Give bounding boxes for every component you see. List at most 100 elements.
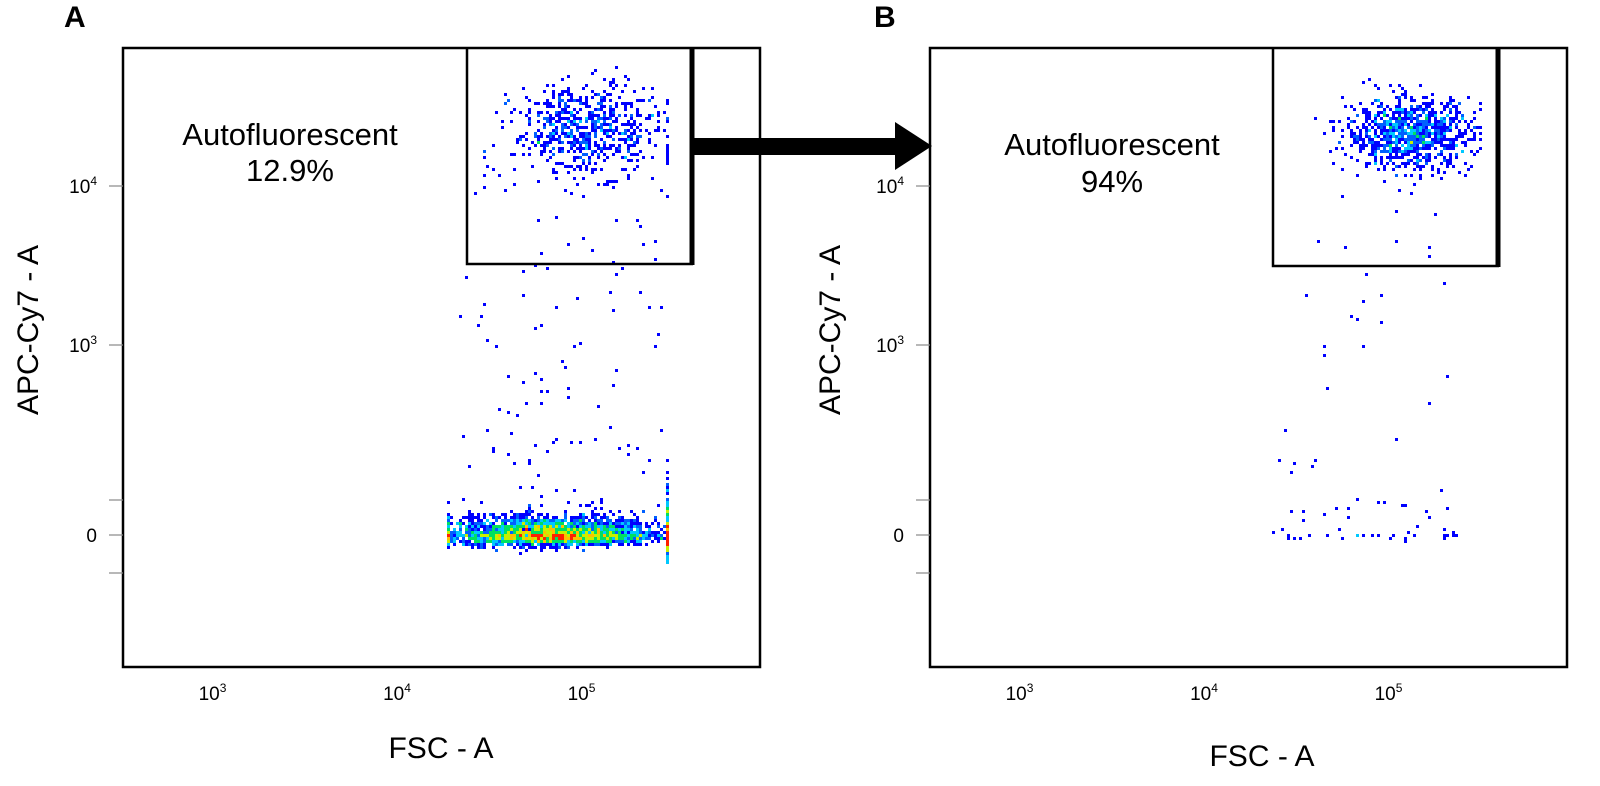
data-point [633, 519, 636, 522]
data-point [579, 543, 582, 546]
data-point [618, 540, 621, 543]
data-point [1458, 132, 1461, 135]
data-point [558, 93, 561, 96]
data-point [1461, 135, 1464, 138]
data-point [450, 534, 453, 537]
data-point [627, 537, 630, 540]
data-point [666, 156, 669, 159]
data-point [639, 525, 642, 528]
data-point [639, 522, 642, 525]
data-point [648, 99, 651, 102]
data-point [627, 444, 630, 447]
data-point [474, 522, 477, 525]
data-point [666, 519, 669, 522]
data-point [1425, 510, 1428, 513]
data-point [1410, 135, 1413, 138]
data-point [537, 180, 540, 183]
data-point [591, 90, 594, 93]
data-point [630, 531, 633, 534]
data-point [558, 537, 561, 540]
data-point [1413, 132, 1416, 135]
data-point [1338, 528, 1341, 531]
data-point [1479, 147, 1482, 150]
data-point [558, 117, 561, 120]
data-point [519, 111, 522, 114]
gate-autofluorescent[interactable] [1271, 48, 1501, 268]
data-point [573, 528, 576, 531]
data-point [1473, 117, 1476, 120]
data-point [483, 156, 486, 159]
data-point [603, 537, 606, 540]
data-point [1410, 129, 1413, 132]
data-point [591, 171, 594, 174]
data-point [576, 516, 579, 519]
data-point [609, 522, 612, 525]
data-point [1413, 123, 1416, 126]
data-point [1422, 147, 1425, 150]
data-point [1434, 123, 1437, 126]
data-point [612, 531, 615, 534]
data-point [612, 384, 615, 387]
data-point [651, 114, 654, 117]
data-point [1350, 129, 1353, 132]
data-point [567, 531, 570, 534]
data-point [501, 522, 504, 525]
data-point [483, 531, 486, 534]
data-point [468, 540, 471, 543]
data-point [627, 129, 630, 132]
data-point [558, 534, 561, 537]
data-point [528, 522, 531, 525]
data-point [1395, 141, 1398, 144]
data-point [609, 543, 612, 546]
data-point [1473, 111, 1476, 114]
data-point [480, 519, 483, 522]
data-point [1413, 117, 1416, 120]
data-point [600, 117, 603, 120]
data-point [1479, 108, 1482, 111]
data-point [603, 144, 606, 147]
data-point [627, 519, 630, 522]
data-point [1344, 246, 1347, 249]
data-point [612, 120, 615, 123]
data-point [525, 402, 528, 405]
data-point [636, 135, 639, 138]
data-point [1395, 138, 1398, 141]
data-point [558, 525, 561, 528]
data-point [1434, 129, 1437, 132]
data-point [624, 519, 627, 522]
data-point [615, 537, 618, 540]
data-point [618, 531, 621, 534]
data-point [471, 525, 474, 528]
data-point [1431, 102, 1434, 105]
x-axis: 103 104 105 [199, 681, 596, 705]
data-point [537, 516, 540, 519]
gate-autofluorescent[interactable] [465, 48, 695, 266]
data-point [597, 405, 600, 408]
data-point [1359, 102, 1362, 105]
data-point [501, 126, 504, 129]
data-point [573, 489, 576, 492]
data-point [1356, 114, 1359, 117]
data-point [1389, 129, 1392, 132]
data-point [516, 534, 519, 537]
data-point [660, 534, 663, 537]
data-point [582, 540, 585, 543]
data-point [1425, 147, 1428, 150]
data-point [588, 135, 591, 138]
data-point [609, 93, 612, 96]
data-point [549, 114, 552, 117]
data-point [510, 153, 513, 156]
data-point [567, 537, 570, 540]
data-point [600, 507, 603, 510]
data-point [447, 543, 450, 546]
data-point [504, 102, 507, 105]
data-point [1365, 111, 1368, 114]
data-point [1434, 135, 1437, 138]
data-point [465, 525, 468, 528]
data-point [1350, 135, 1353, 138]
data-point [561, 93, 564, 96]
data-point [636, 111, 639, 114]
data-point [573, 156, 576, 159]
data-point [564, 165, 567, 168]
data-point [1422, 138, 1425, 141]
